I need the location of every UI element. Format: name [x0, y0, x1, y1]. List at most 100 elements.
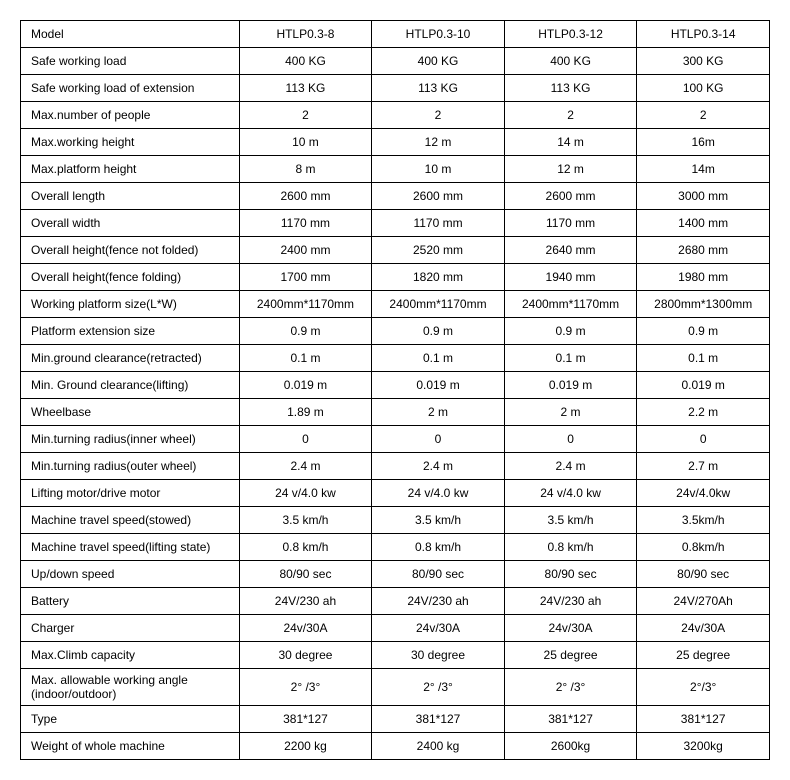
table-row: Platform extension size0.9 m0.9 m0.9 m0.… [21, 318, 770, 345]
row-value: 2.4 m [504, 453, 637, 480]
row-value: 0 [637, 426, 770, 453]
row-value: 10 m [239, 129, 372, 156]
row-label: Overall height(fence not folded) [21, 237, 240, 264]
row-value: 2600kg [504, 733, 637, 760]
table-row: Machine travel speed(stowed)3.5 km/h3.5 … [21, 507, 770, 534]
row-value: 1170 mm [504, 210, 637, 237]
row-value: 14m [637, 156, 770, 183]
row-label: Max.working height [21, 129, 240, 156]
table-row: Min. Ground clearance(lifting) 0.019 m 0.0… [21, 372, 770, 399]
row-value: 12 m [372, 129, 505, 156]
row-value: 0.9 m [504, 318, 637, 345]
row-value: 2 [239, 102, 372, 129]
table-row: Min.turning radius(inner wheel)0000 [21, 426, 770, 453]
table-row: Safe working load of extension113 KG113 … [21, 75, 770, 102]
row-value: 3.5 km/h [504, 507, 637, 534]
row-value: 2640 mm [504, 237, 637, 264]
row-value: 2° /3° [504, 669, 637, 706]
row-value: 1980 mm [637, 264, 770, 291]
row-value: 0.9 m [239, 318, 372, 345]
row-label: Up/down speed [21, 561, 240, 588]
table-row: Overall height(fence folding)1700 mm1820… [21, 264, 770, 291]
row-value: 300 KG [637, 48, 770, 75]
spec-table: Model HTLP0.3-8 HTLP0.3-10 HTLP0.3-12 HT… [20, 20, 770, 760]
row-value: 24V/230 ah [372, 588, 505, 615]
row-value: 100 KG [637, 75, 770, 102]
row-value: 113 KG [239, 75, 372, 102]
row-value: 25 degree [504, 642, 637, 669]
row-value: 1700 mm [239, 264, 372, 291]
row-label: Lifting motor/drive motor [21, 480, 240, 507]
row-value: 0.1 m [239, 345, 372, 372]
row-value: 24 v/4.0 kw [372, 480, 505, 507]
table-row: Max. allowable working angle (indoor/out… [21, 669, 770, 706]
row-label: Wheelbase [21, 399, 240, 426]
row-label: Type [21, 706, 240, 733]
row-value: 0.019 m [637, 372, 770, 399]
row-value: 10 m [372, 156, 505, 183]
row-value: 3200kg [637, 733, 770, 760]
row-value: 0.9 m [637, 318, 770, 345]
row-value: 2.4 m [239, 453, 372, 480]
row-value: 24V/270Ah [637, 588, 770, 615]
row-label: Safe working load of extension [21, 75, 240, 102]
table-row: Max.number of people2222 [21, 102, 770, 129]
table-row: Working platform size(L*W)2400mm*1170mm2… [21, 291, 770, 318]
row-value: 2 m [504, 399, 637, 426]
table-row: Battery24V/230 ah24V/230 ah24V/230 ah24V… [21, 588, 770, 615]
row-value: 14 m [504, 129, 637, 156]
model-header-0: HTLP0.3-8 [239, 21, 372, 48]
row-value: 2400 kg [372, 733, 505, 760]
table-row: Lifting motor/drive motor24 v/4.0 kw24 v… [21, 480, 770, 507]
row-value: 1400 mm [637, 210, 770, 237]
row-value: 0 [239, 426, 372, 453]
row-label: Overall length [21, 183, 240, 210]
row-value: 0.1 m [637, 345, 770, 372]
row-value: 24V/230 ah [504, 588, 637, 615]
row-value: 2520 mm [372, 237, 505, 264]
row-value: 16m [637, 129, 770, 156]
row-value: 24v/4.0kw [637, 480, 770, 507]
row-value: 2.2 m [637, 399, 770, 426]
row-value: 381*127 [239, 706, 372, 733]
row-value: 3.5 km/h [372, 507, 505, 534]
table-row: Max.working height10 m12 m14 m16m [21, 129, 770, 156]
row-value: 2 [504, 102, 637, 129]
row-label: Overall height(fence folding) [21, 264, 240, 291]
row-value: 80/90 sec [637, 561, 770, 588]
row-value: 24v/30A [372, 615, 505, 642]
row-value: 400 KG [504, 48, 637, 75]
row-value: 400 KG [239, 48, 372, 75]
row-value: 400 KG [372, 48, 505, 75]
row-value: 30 degree [372, 642, 505, 669]
row-value: 0 [372, 426, 505, 453]
row-value: 113 KG [372, 75, 505, 102]
row-value: 0.8 km/h [372, 534, 505, 561]
row-value: 0.019 m [372, 372, 505, 399]
row-label: Platform extension size [21, 318, 240, 345]
table-row: Machine travel speed(lifting state) 0.8 k… [21, 534, 770, 561]
table-row: Overall width1170 mm1170 mm1170 mm1400 m… [21, 210, 770, 237]
row-value: 24 v/4.0 kw [504, 480, 637, 507]
row-value: 1170 mm [372, 210, 505, 237]
header-label: Model [21, 21, 240, 48]
row-value: 2600 mm [372, 183, 505, 210]
row-value: 2600 mm [239, 183, 372, 210]
row-label: Machine travel speed(lifting state) [21, 534, 240, 561]
table-row: Max.Climb capacity30 degree30 degree25 d… [21, 642, 770, 669]
row-value: 2.4 m [372, 453, 505, 480]
table-row: Min.turning radius(outer wheel)2.4 m2.4 … [21, 453, 770, 480]
table-row: Safe working load400 KG400 KG400 KG300 K… [21, 48, 770, 75]
row-value: 1820 mm [372, 264, 505, 291]
table-row: Wheelbase1.89 m2 m2 m2.2 m [21, 399, 770, 426]
row-value: 0.8 km/h [504, 534, 637, 561]
row-label: Min. Ground clearance(lifting) [21, 372, 240, 399]
row-value: 2400 mm [239, 237, 372, 264]
table-row: Min.ground clearance(retracted)0.1 m0.1 … [21, 345, 770, 372]
row-label: Min.turning radius(inner wheel) [21, 426, 240, 453]
row-value: 24 v/4.0 kw [239, 480, 372, 507]
model-header-2: HTLP0.3-12 [504, 21, 637, 48]
row-value: 30 degree [239, 642, 372, 669]
row-value: 2° /3° [372, 669, 505, 706]
row-value: 12 m [504, 156, 637, 183]
